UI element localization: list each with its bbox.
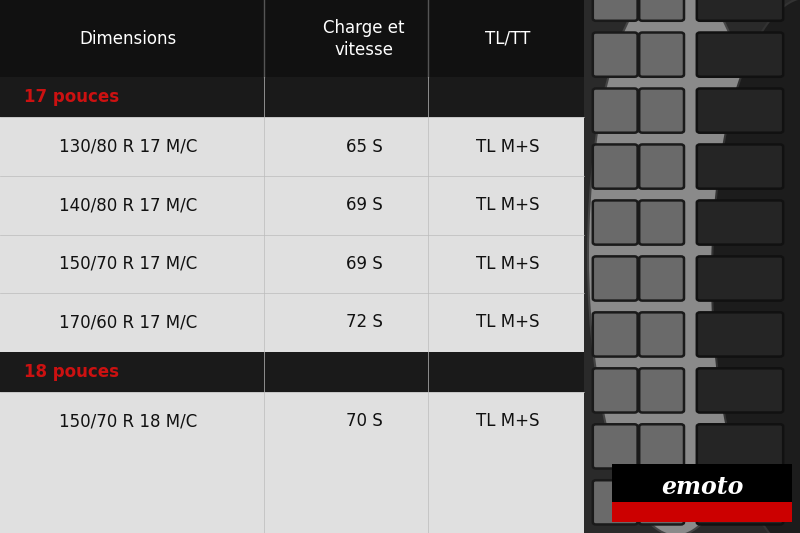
FancyBboxPatch shape	[0, 450, 584, 533]
Text: 69 S: 69 S	[346, 196, 382, 214]
FancyBboxPatch shape	[639, 424, 684, 469]
FancyBboxPatch shape	[697, 480, 783, 524]
FancyBboxPatch shape	[0, 117, 584, 176]
FancyBboxPatch shape	[639, 0, 684, 21]
FancyBboxPatch shape	[593, 88, 638, 133]
FancyBboxPatch shape	[697, 256, 783, 301]
Text: 170/60 R 17 M/C: 170/60 R 17 M/C	[59, 313, 197, 332]
Ellipse shape	[712, 0, 800, 533]
FancyBboxPatch shape	[697, 200, 783, 245]
FancyBboxPatch shape	[593, 256, 638, 301]
FancyBboxPatch shape	[593, 424, 638, 469]
Text: TL/TT: TL/TT	[486, 30, 530, 47]
FancyBboxPatch shape	[639, 256, 684, 301]
FancyBboxPatch shape	[0, 293, 584, 352]
Text: 65 S: 65 S	[346, 138, 382, 156]
FancyBboxPatch shape	[697, 368, 783, 413]
FancyBboxPatch shape	[612, 502, 792, 522]
Text: 72 S: 72 S	[346, 313, 382, 332]
FancyBboxPatch shape	[697, 88, 783, 133]
Text: 18 pouces: 18 pouces	[24, 363, 119, 381]
FancyBboxPatch shape	[593, 0, 638, 21]
FancyBboxPatch shape	[0, 392, 584, 450]
Text: 69 S: 69 S	[346, 255, 382, 273]
Text: 17 pouces: 17 pouces	[24, 88, 119, 106]
FancyBboxPatch shape	[697, 33, 783, 77]
FancyBboxPatch shape	[593, 33, 638, 77]
FancyBboxPatch shape	[612, 464, 792, 522]
Text: emoto: emoto	[661, 475, 743, 499]
Text: Dimensions: Dimensions	[79, 30, 177, 47]
FancyBboxPatch shape	[697, 144, 783, 189]
Text: 70 S: 70 S	[346, 412, 382, 430]
FancyBboxPatch shape	[593, 144, 638, 189]
FancyBboxPatch shape	[639, 200, 684, 245]
Text: 140/80 R 17 M/C: 140/80 R 17 M/C	[59, 196, 197, 214]
FancyBboxPatch shape	[0, 77, 584, 117]
FancyBboxPatch shape	[697, 424, 783, 469]
FancyBboxPatch shape	[0, 352, 584, 392]
FancyBboxPatch shape	[593, 480, 638, 524]
Text: TL M+S: TL M+S	[476, 138, 540, 156]
FancyBboxPatch shape	[697, 0, 783, 21]
Text: 130/80 R 17 M/C: 130/80 R 17 M/C	[59, 138, 197, 156]
FancyBboxPatch shape	[639, 368, 684, 413]
FancyBboxPatch shape	[593, 368, 638, 413]
Text: TL M+S: TL M+S	[476, 255, 540, 273]
FancyBboxPatch shape	[639, 480, 684, 524]
FancyBboxPatch shape	[0, 176, 584, 235]
FancyBboxPatch shape	[639, 33, 684, 77]
FancyBboxPatch shape	[0, 235, 584, 293]
FancyBboxPatch shape	[697, 312, 783, 357]
FancyBboxPatch shape	[593, 312, 638, 357]
Text: 150/70 R 18 M/C: 150/70 R 18 M/C	[59, 412, 197, 430]
FancyBboxPatch shape	[639, 88, 684, 133]
Text: TL M+S: TL M+S	[476, 412, 540, 430]
FancyBboxPatch shape	[639, 312, 684, 357]
FancyBboxPatch shape	[593, 200, 638, 245]
FancyBboxPatch shape	[0, 0, 584, 77]
Text: Charge et
vitesse: Charge et vitesse	[323, 19, 405, 59]
Ellipse shape	[588, 0, 764, 533]
Text: 150/70 R 17 M/C: 150/70 R 17 M/C	[59, 255, 197, 273]
Text: TL M+S: TL M+S	[476, 313, 540, 332]
FancyBboxPatch shape	[584, 0, 800, 533]
FancyBboxPatch shape	[639, 144, 684, 189]
Text: TL M+S: TL M+S	[476, 196, 540, 214]
